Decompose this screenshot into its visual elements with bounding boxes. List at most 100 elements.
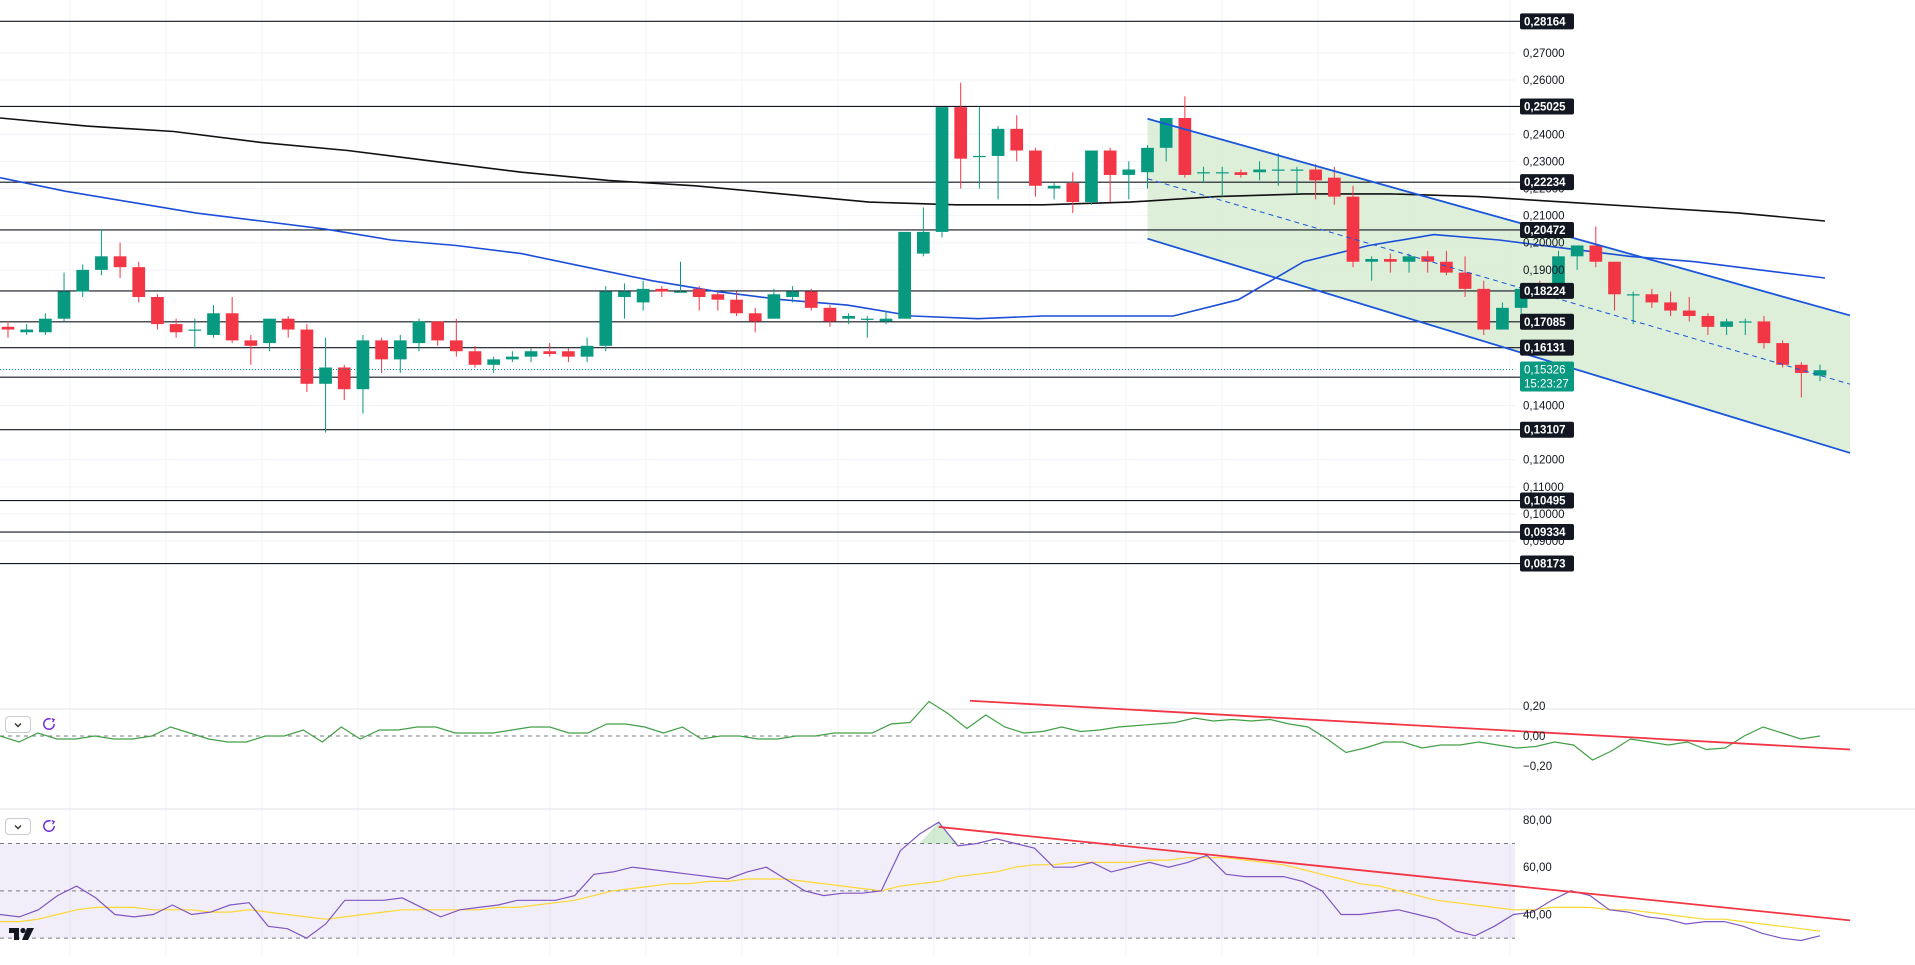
rsi-tick-label: 80,00 [1523,815,1552,827]
candle [1215,172,1229,174]
candle [132,267,146,297]
candle [1290,169,1304,171]
level-label: 0,20472 [1520,221,1574,238]
candle [954,107,968,159]
candle [1141,147,1154,173]
candle [337,367,351,390]
candle [506,356,519,360]
candle [1365,259,1379,262]
candle [1327,177,1341,197]
candle [1776,343,1789,365]
level-label-text: 0,17085 [1524,317,1566,329]
candle [804,291,818,308]
candle [935,107,949,232]
level-label-bg [1520,524,1574,541]
candle [842,315,855,319]
candle [1794,364,1808,373]
candle [1757,321,1771,344]
candle [1346,196,1360,262]
level-label-text: 0,09334 [1524,527,1566,539]
candle [1701,315,1715,327]
level-label: 0,08173 [1520,555,1574,572]
price-tick-label: 0,11000 [1523,482,1564,494]
candle [95,256,108,270]
level-label: 0,25025 [1520,98,1574,115]
level-label-bg [1520,221,1574,238]
refresh-icon[interactable] [40,715,58,733]
price-tick-label: 0,26000 [1523,75,1565,87]
candle [1458,272,1472,289]
level-label: 0,17085 [1520,313,1574,330]
level-label-text: 0,28164 [1524,16,1566,28]
candle [1421,256,1435,262]
level-label: 0,22234 [1520,174,1574,191]
level-label-bg [1520,421,1574,438]
candle [562,351,575,357]
candle [356,340,370,390]
chevron-down-icon[interactable] [5,716,31,733]
price-tick-label: 0,14000 [1523,400,1565,412]
candle [748,313,762,322]
candle [767,294,781,319]
candle [618,291,631,297]
price-tick-label: 0,12000 [1523,455,1565,467]
candle [188,329,202,331]
countdown-label: 15:23:27 [1524,379,1569,391]
candle [524,351,538,357]
level-label-bg [1520,313,1574,330]
tradingview-logo [9,927,34,940]
candle [281,318,295,330]
candle [1626,294,1640,296]
candle [1103,150,1117,175]
candle [1738,321,1752,323]
candle [1178,117,1192,175]
candle [263,318,276,344]
candle [1085,150,1098,203]
candle [543,351,557,354]
level-label-text: 0,25025 [1524,101,1566,113]
candle [1477,288,1491,330]
candle [674,291,687,293]
chevron-down-icon[interactable] [5,818,31,835]
level-label: 0,09334 [1520,524,1574,541]
candle [711,294,725,300]
level-label-text: 0,08173 [1524,559,1566,571]
refresh-icon[interactable] [40,817,58,835]
price-tick-label: 0,27000 [1523,48,1565,60]
rsi-trendline [938,826,1851,922]
candle [468,351,482,365]
oscillator-tick-label: 0,00 [1523,731,1545,743]
oscillator-trendline [969,699,1851,751]
candle [1552,256,1565,287]
candle [487,359,501,365]
candle [991,128,1005,156]
candle [431,321,445,341]
level-label: 0,13107 [1520,421,1574,438]
level-label-text: 0,16131 [1524,343,1566,355]
level-label-text: 0,18224 [1524,286,1566,298]
oscillator-line [0,700,1821,761]
candle [1440,261,1453,273]
candle [244,340,258,346]
candle [1496,307,1509,330]
candle [207,313,220,335]
price-tick-label: 0,10000 [1523,509,1565,521]
candle [393,340,407,360]
level-label-text: 0,10495 [1524,496,1566,508]
candle [636,288,650,303]
candle [823,307,837,322]
candle [599,291,613,346]
oscillator-tick-label: 0,20 [1523,701,1545,713]
candle [580,345,594,357]
candle [1589,245,1603,262]
candle [655,288,669,292]
level-label-bg [1520,13,1574,30]
candle [1664,302,1677,311]
candle [57,291,71,319]
level-label-text: 0,20472 [1524,225,1566,237]
candle [39,318,52,333]
candle [730,299,743,314]
